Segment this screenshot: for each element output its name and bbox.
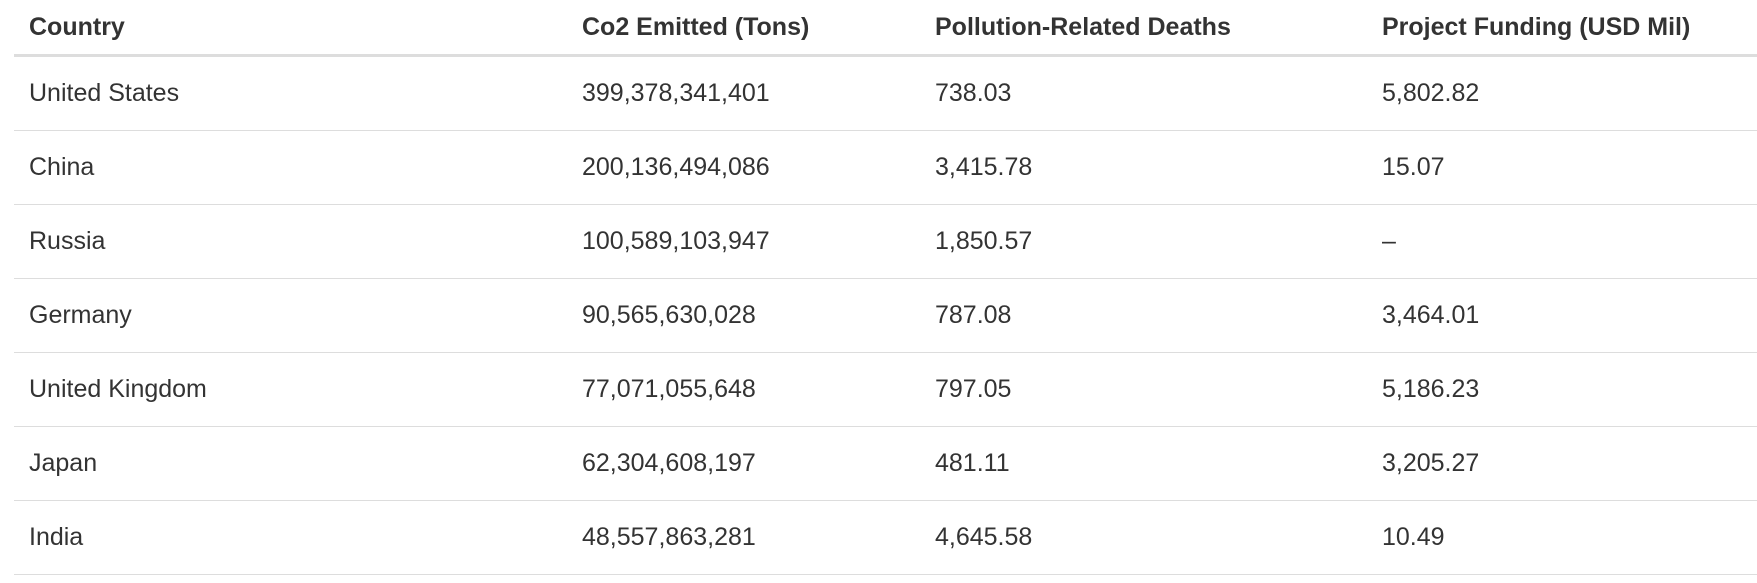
cell-pollution-deaths: 481.11 <box>920 426 1367 501</box>
column-header-country[interactable]: Country <box>14 0 567 57</box>
table-row: India 48,557,863,281 4,645.58 10.49 <box>14 500 1757 575</box>
cell-co2-emitted: 77,071,055,648 <box>567 352 920 427</box>
cell-pollution-deaths: 3,415.78 <box>920 130 1367 205</box>
table-row: Russia 100,589,103,947 1,850.57 – <box>14 204 1757 279</box>
cell-pollution-deaths: 1,850.57 <box>920 204 1367 279</box>
column-header-project-funding[interactable]: Project Funding (USD Mil) <box>1367 0 1757 57</box>
cell-pollution-deaths: 787.08 <box>920 278 1367 353</box>
cell-project-funding: 5,186.23 <box>1367 352 1757 427</box>
table-row: Germany 90,565,630,028 787.08 3,464.01 <box>14 278 1757 353</box>
cell-project-funding: 15.07 <box>1367 130 1757 205</box>
cell-co2-emitted: 200,136,494,086 <box>567 130 920 205</box>
cell-co2-emitted: 399,378,341,401 <box>567 55 920 131</box>
cell-co2-emitted: 62,304,608,197 <box>567 426 920 501</box>
cell-country: Russia <box>14 204 567 279</box>
table-header: Country Co2 Emitted (Tons) Pollution-Rel… <box>14 0 1757 57</box>
cell-project-funding: 3,464.01 <box>1367 278 1757 353</box>
cell-pollution-deaths: 738.03 <box>920 55 1367 131</box>
table-row: Japan 62,304,608,197 481.11 3,205.27 <box>14 426 1757 501</box>
cell-project-funding: 10.49 <box>1367 500 1757 575</box>
cell-country: Japan <box>14 426 567 501</box>
column-header-pollution-deaths[interactable]: Pollution-Related Deaths <box>920 0 1367 57</box>
cell-project-funding: – <box>1367 204 1757 279</box>
data-table: Country Co2 Emitted (Tons) Pollution-Rel… <box>14 0 1757 575</box>
cell-pollution-deaths: 4,645.58 <box>920 500 1367 575</box>
cell-country: China <box>14 130 567 205</box>
cell-country: United Kingdom <box>14 352 567 427</box>
column-header-co2-emitted[interactable]: Co2 Emitted (Tons) <box>567 0 920 57</box>
table-row: China 200,136,494,086 3,415.78 15.07 <box>14 130 1757 205</box>
cell-country: United States <box>14 55 567 131</box>
header-row: Country Co2 Emitted (Tons) Pollution-Rel… <box>14 0 1757 57</box>
cell-co2-emitted: 90,565,630,028 <box>567 278 920 353</box>
cell-project-funding: 3,205.27 <box>1367 426 1757 501</box>
cell-project-funding: 5,802.82 <box>1367 55 1757 131</box>
table-row: United States 399,378,341,401 738.03 5,8… <box>14 55 1757 131</box>
cell-country: India <box>14 500 567 575</box>
cell-country: Germany <box>14 278 567 353</box>
cell-co2-emitted: 100,589,103,947 <box>567 204 920 279</box>
table-body: United States 399,378,341,401 738.03 5,8… <box>14 55 1757 575</box>
cell-co2-emitted: 48,557,863,281 <box>567 500 920 575</box>
cell-pollution-deaths: 797.05 <box>920 352 1367 427</box>
table-row: United Kingdom 77,071,055,648 797.05 5,1… <box>14 352 1757 427</box>
